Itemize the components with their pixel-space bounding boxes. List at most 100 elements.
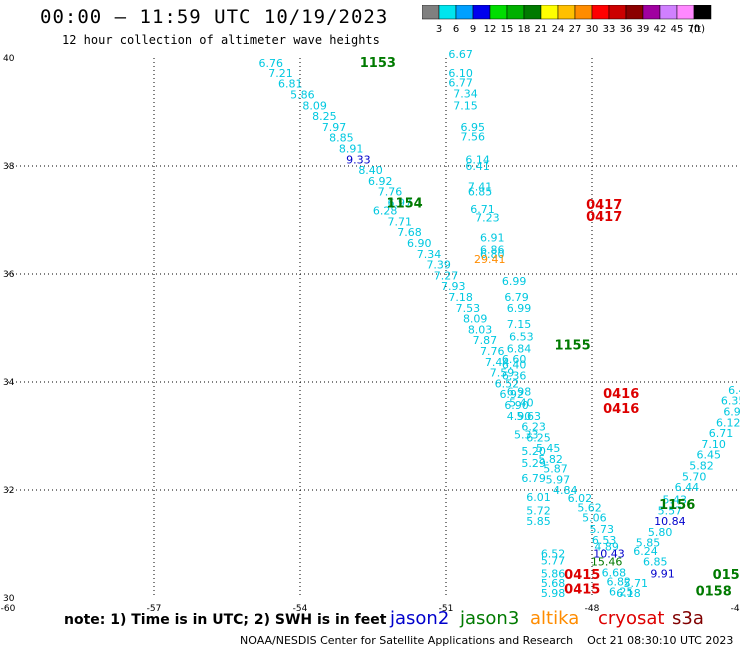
wave-height-value: 9.91 <box>650 567 675 580</box>
wave-height-value: 6.90 <box>504 399 529 412</box>
wave-height-value: 8.91 <box>339 143 364 156</box>
pass-time-label: 1156 <box>659 498 695 513</box>
wave-height-value: 6.02 <box>568 492 593 505</box>
wave-height-value: 6.90 <box>407 237 432 250</box>
satellite-label-s3a: s3a <box>672 608 704 629</box>
wave-height-value: 5.45 <box>536 442 561 455</box>
wave-height-value: 5.82 <box>538 453 563 466</box>
wave-height-value: 6.45 <box>697 449 722 462</box>
wave-height-value: 5.82 <box>689 459 714 472</box>
pass-time-label: 0415 <box>564 568 600 583</box>
wave-height-value: 7.18 <box>448 291 473 304</box>
legend-swatch <box>693 5 712 20</box>
wave-height-value: 7.41 <box>468 180 493 193</box>
wave-height-value: 6.92 <box>499 388 524 401</box>
wave-height-value: 5.73 <box>589 523 614 536</box>
wave-height-value: 6.35 <box>721 395 740 408</box>
wave-height-value: 6.36 <box>502 369 527 382</box>
wave-height-value: 7.27 <box>434 269 459 282</box>
wave-height-value: 6.99 <box>502 275 527 288</box>
wave-height-value: 7.44 <box>485 356 510 369</box>
legend-tick-label: 30 <box>586 24 599 35</box>
wave-height-value: 6.86 <box>480 243 505 256</box>
satellite-label-altika: altika <box>530 608 580 629</box>
wave-height-value: 7.10 <box>701 438 726 451</box>
wave-height-value: 8.09 <box>302 99 327 112</box>
wave-height-value: 6.67 <box>448 48 473 61</box>
wave-height-value: 6.79 <box>521 472 546 485</box>
wave-height-value: 7.15 <box>507 318 532 331</box>
wave-height-value: 6.14 <box>465 153 490 166</box>
wave-height-value: 6.60 <box>502 353 527 366</box>
wave-height-value: 6.85 <box>468 186 493 199</box>
lat-tick-label: 36 <box>3 270 15 280</box>
pass-time-label: 0416 <box>603 387 639 402</box>
wave-height-value: 10.43 <box>593 548 625 561</box>
wave-height-value: 6.90 <box>723 405 740 418</box>
wave-height-color-legend: 3 6 9 12 15 18 21 24 27 30 33 36 39 42 45 70(ft) <box>422 5 712 35</box>
lon-tick-label: -51 <box>439 604 454 614</box>
wave-height-value: 6.99 <box>507 302 532 315</box>
wave-height-value: 7.71 <box>388 215 413 228</box>
wave-height-value: 6.68 <box>602 566 627 579</box>
wave-height-value: 6.12 <box>716 416 740 429</box>
wave-height-value: 5.40 <box>509 396 534 409</box>
satellite-label-jason2: jason2 <box>390 608 450 629</box>
wave-height-value: 7.87 <box>473 334 498 347</box>
pass-time-label: 1154 <box>387 197 423 212</box>
wave-height-value: 5.43 <box>662 494 687 507</box>
wave-height-value: 6.71 <box>709 427 734 440</box>
subtitle: 12 hour collection of altimeter wave hei… <box>62 33 380 47</box>
wave-height-value: 6.18 <box>616 587 641 600</box>
wave-height-value: 5.29 <box>521 457 546 470</box>
wave-height-value: 6.84 <box>507 342 532 355</box>
legend-tick-label: 36 <box>620 24 633 35</box>
wave-height-value: 6.53 <box>592 534 617 547</box>
wave-height-value: 7.53 <box>456 302 481 315</box>
wave-height-value: 6.97 <box>388 197 413 210</box>
wave-height-value: 6.52 <box>495 377 520 390</box>
wave-height-value: 6.10 <box>448 67 473 80</box>
wave-height-value: 5.86 <box>290 89 315 102</box>
lat-tick-label: 38 <box>3 162 15 172</box>
wave-height-value: 7.39 <box>426 259 451 272</box>
wave-height-value: 4.84 <box>553 484 578 497</box>
legend-tick-label: 39 <box>637 24 650 35</box>
wave-height-value: 7.76 <box>378 186 403 199</box>
wave-height-value: 7.15 <box>453 99 478 112</box>
wave-height-value: 8.85 <box>329 132 354 145</box>
legend-tick-label: 15 <box>501 24 514 35</box>
wave-height-value: 5.06 <box>582 511 607 524</box>
wave-height-value: 6.77 <box>448 77 473 90</box>
legend-tick-label: 33 <box>603 24 616 35</box>
wave-height-value: 6.52 <box>541 548 566 561</box>
legend-tick-label: 21 <box>535 24 548 35</box>
wave-height-value: 6.25 <box>609 585 634 598</box>
wave-height-value: 6.95 <box>461 121 486 134</box>
wave-height-value: 7.21 <box>268 67 293 80</box>
legend-unit: (ft) <box>690 24 705 35</box>
wave-height-value: 6.81 <box>278 78 303 91</box>
wave-height-value: 7.23 <box>475 212 500 225</box>
wave-height-value: 5.85 <box>636 537 661 550</box>
lon-tick-label: -54 <box>293 604 308 614</box>
wave-height-value: 6.92 <box>368 175 393 188</box>
pass-time-label: 1153 <box>360 56 396 71</box>
lat-tick-label: 34 <box>3 378 15 388</box>
wave-height-value: 8.09 <box>463 313 488 326</box>
satellite-label-jason3: jason3 <box>460 608 520 629</box>
wave-height-value: 4.89 <box>594 540 619 553</box>
wave-height-value: 7.97 <box>322 121 347 134</box>
wave-height-value: 5.70 <box>682 470 707 483</box>
satellite-label-cryosat: cryosat <box>598 608 665 629</box>
wave-height-value: 6.01 <box>526 491 551 504</box>
wave-height-value: 4.90 <box>507 410 532 423</box>
wave-height-value: 7.68 <box>397 226 422 239</box>
wave-height-value: 6.28 <box>373 205 398 218</box>
wave-height-value: 5.62 <box>577 502 602 515</box>
legend-tick-label: 27 <box>569 24 582 35</box>
wave-height-value: 9.33 <box>346 153 371 166</box>
lon-tick-label: -57 <box>147 604 162 614</box>
wave-height-value: 5.71 <box>624 577 649 590</box>
